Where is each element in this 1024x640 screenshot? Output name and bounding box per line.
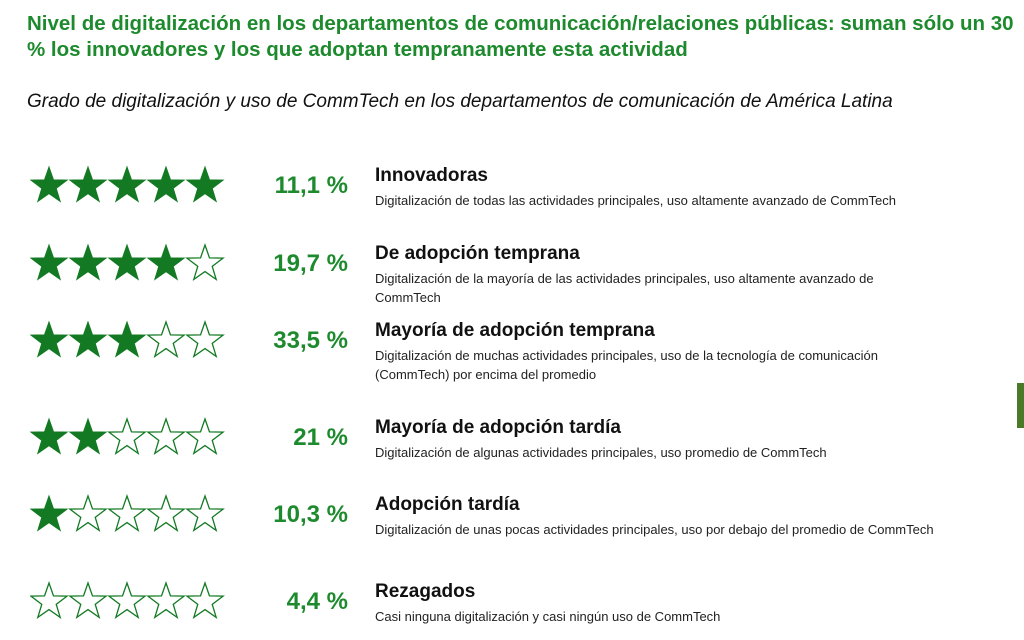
filled-star-icon: [107, 320, 147, 358]
level-percentage: 33,5 %: [273, 327, 348, 354]
empty-star-icon: [146, 417, 186, 455]
empty-star-icon: [107, 581, 147, 619]
level-percentage: 19,7 %: [273, 250, 348, 277]
level-percentage: 4,4 %: [286, 588, 348, 615]
star-rating: [30, 243, 225, 281]
filled-star-icon: [68, 165, 108, 203]
level-name: De adopción temprana: [375, 243, 580, 264]
empty-star-icon: [185, 417, 225, 455]
title-bold-part: Nivel de digitalización: [27, 12, 242, 35]
level-description: Digitalización de unas pocas actividades…: [375, 522, 934, 537]
empty-star-icon: [107, 494, 147, 532]
empty-star-icon: [185, 494, 225, 532]
level-percentage: 21 %: [293, 424, 348, 451]
level-name: Mayoría de adopción temprana: [375, 320, 655, 341]
empty-star-icon: [185, 320, 225, 358]
level-description: Digitalización de la mayoría de las acti…: [375, 271, 874, 305]
star-rating: [30, 494, 225, 532]
star-rating: [30, 417, 225, 455]
empty-star-icon: [30, 581, 69, 619]
title-middle-part: en los departamentos de comunicación/rel…: [27, 12, 1014, 61]
filled-star-icon: [30, 165, 69, 203]
level-percentage: 10,3 %: [273, 501, 348, 528]
empty-star-icon: [185, 581, 225, 619]
star-rating: [30, 581, 225, 619]
filled-star-icon: [107, 165, 147, 203]
filled-star-icon: [107, 243, 147, 281]
level-description: Digitalización de algunas actividades pr…: [375, 445, 827, 460]
level-description: Casi ninguna digitalización y casi ningú…: [375, 609, 721, 624]
level-name: Innovadoras: [375, 165, 488, 186]
star-rating: [30, 320, 225, 358]
chart-subtitle: Grado de digitalización y uso de CommTec…: [27, 91, 893, 112]
filled-star-icon: [146, 165, 186, 203]
filled-star-icon: [30, 417, 69, 455]
filled-star-icon: [146, 243, 186, 281]
filled-star-icon: [68, 417, 108, 455]
empty-star-icon: [146, 581, 186, 619]
title-bold-end: innovadores y los que adoptan tempraname…: [86, 38, 688, 61]
filled-star-icon: [68, 320, 108, 358]
level-description: Digitalización de muchas actividades pri…: [375, 348, 878, 382]
side-accent-bar: [1017, 383, 1024, 428]
filled-star-icon: [30, 243, 69, 281]
level-percentage: 11,1 %: [274, 172, 348, 199]
filled-star-icon: [68, 243, 108, 281]
empty-star-icon: [146, 320, 186, 358]
empty-star-icon: [146, 494, 186, 532]
level-name: Rezagados: [375, 581, 476, 602]
empty-star-icon: [68, 494, 108, 532]
filled-star-icon: [30, 494, 69, 532]
empty-star-icon: [68, 581, 108, 619]
level-name: Mayoría de adopción tardía: [375, 417, 621, 438]
star-rating: [30, 165, 225, 203]
chart-title: Nivel de digitalización en los departame…: [27, 11, 1017, 63]
level-name: Adopción tardía: [375, 494, 520, 515]
level-description: Digitalización de todas las actividades …: [375, 193, 897, 208]
empty-star-icon: [107, 417, 147, 455]
filled-star-icon: [185, 165, 225, 203]
filled-star-icon: [30, 320, 69, 358]
empty-star-icon: [185, 243, 225, 281]
